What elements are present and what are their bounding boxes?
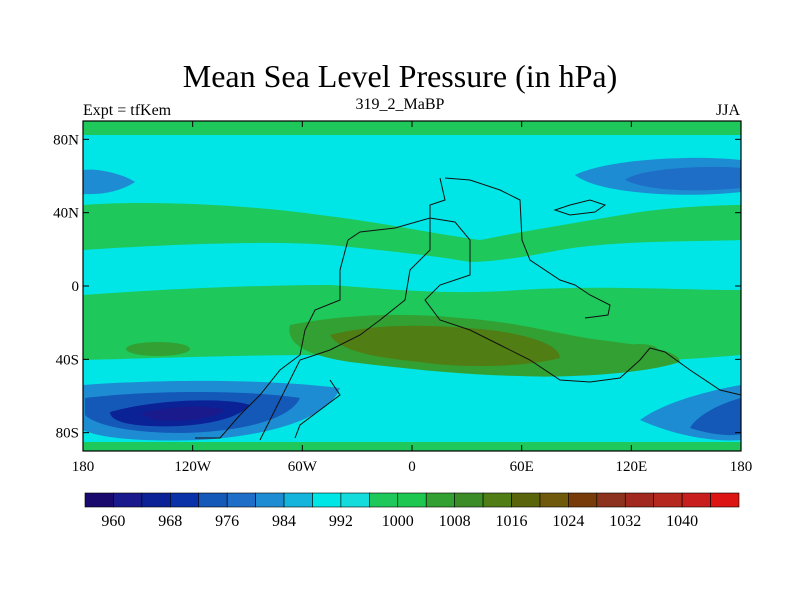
colorbar-label: 984 xyxy=(272,513,296,530)
season-label: JJA xyxy=(715,102,740,119)
x-tick-label: 60E xyxy=(510,459,534,475)
x-axis: 180 120W 60W 0 60E 120E 180 xyxy=(72,121,753,475)
colorbar-swatch xyxy=(596,492,626,508)
x-tick-label: 120E xyxy=(615,459,647,475)
y-tick-label: 40S xyxy=(56,352,79,368)
x-tick-label: 180 xyxy=(730,459,753,475)
colorbar-label: 976 xyxy=(215,513,239,530)
colorbar-swatch xyxy=(539,492,569,508)
colorbar-swatch xyxy=(369,492,399,508)
experiment-label: Expt = tfKem xyxy=(83,102,172,119)
colorbar-swatch xyxy=(340,492,370,508)
x-tick-label: 180 xyxy=(72,459,95,475)
colorbar-swatch xyxy=(113,492,143,508)
colorbar-label: 1016 xyxy=(496,513,528,530)
colorbar-swatch xyxy=(653,492,683,508)
colorbar-label: 968 xyxy=(158,513,182,530)
colorbar-swatch xyxy=(198,492,228,508)
colorbar-swatch xyxy=(425,492,455,508)
colorbar-swatch xyxy=(454,492,484,508)
colorbar-swatch xyxy=(84,492,114,508)
colorbar-swatch xyxy=(397,492,427,508)
y-tick-label: 40N xyxy=(53,206,79,222)
colorbar-swatch xyxy=(681,492,711,508)
colorbar-swatch xyxy=(226,492,256,508)
colorbar-label: 992 xyxy=(329,513,353,530)
colorbar: 960 968 976 984 992 1000 1008 1016 1024 1032 1040 xyxy=(84,492,740,530)
x-tick-label: 120W xyxy=(174,459,212,475)
colorbar-label: 1032 xyxy=(609,513,641,530)
colorbar-swatch xyxy=(312,492,342,508)
pressure-field xyxy=(83,121,742,451)
y-tick-label: 0 xyxy=(72,279,80,295)
colorbar-label: 1000 xyxy=(382,513,414,530)
x-tick-label: 0 xyxy=(408,459,416,475)
age-label: 319_2_MaBP xyxy=(355,96,445,113)
y-axis: 80N 40N 0 40S 80S xyxy=(53,132,741,442)
x-tick-label: 60W xyxy=(288,459,318,475)
colorbar-label: 1040 xyxy=(666,513,698,530)
chart-title: Mean Sea Level Pressure (in hPa) xyxy=(182,58,618,94)
colorbar-label: 1024 xyxy=(552,513,584,530)
y-tick-label: 80N xyxy=(53,132,79,148)
colorbar-swatch xyxy=(283,492,313,508)
colorbar-swatch xyxy=(255,492,285,508)
colorbar-swatch xyxy=(170,492,200,508)
colorbar-label: 960 xyxy=(101,513,125,530)
colorbar-swatch xyxy=(624,492,654,508)
colorbar-swatch xyxy=(141,492,171,508)
colorbar-swatch xyxy=(482,492,512,508)
y-tick-label: 80S xyxy=(56,426,79,442)
colorbar-label: 1008 xyxy=(439,513,471,530)
colorbar-swatch xyxy=(511,492,541,508)
colorbar-swatch xyxy=(568,492,598,508)
colorbar-swatch xyxy=(710,492,740,508)
